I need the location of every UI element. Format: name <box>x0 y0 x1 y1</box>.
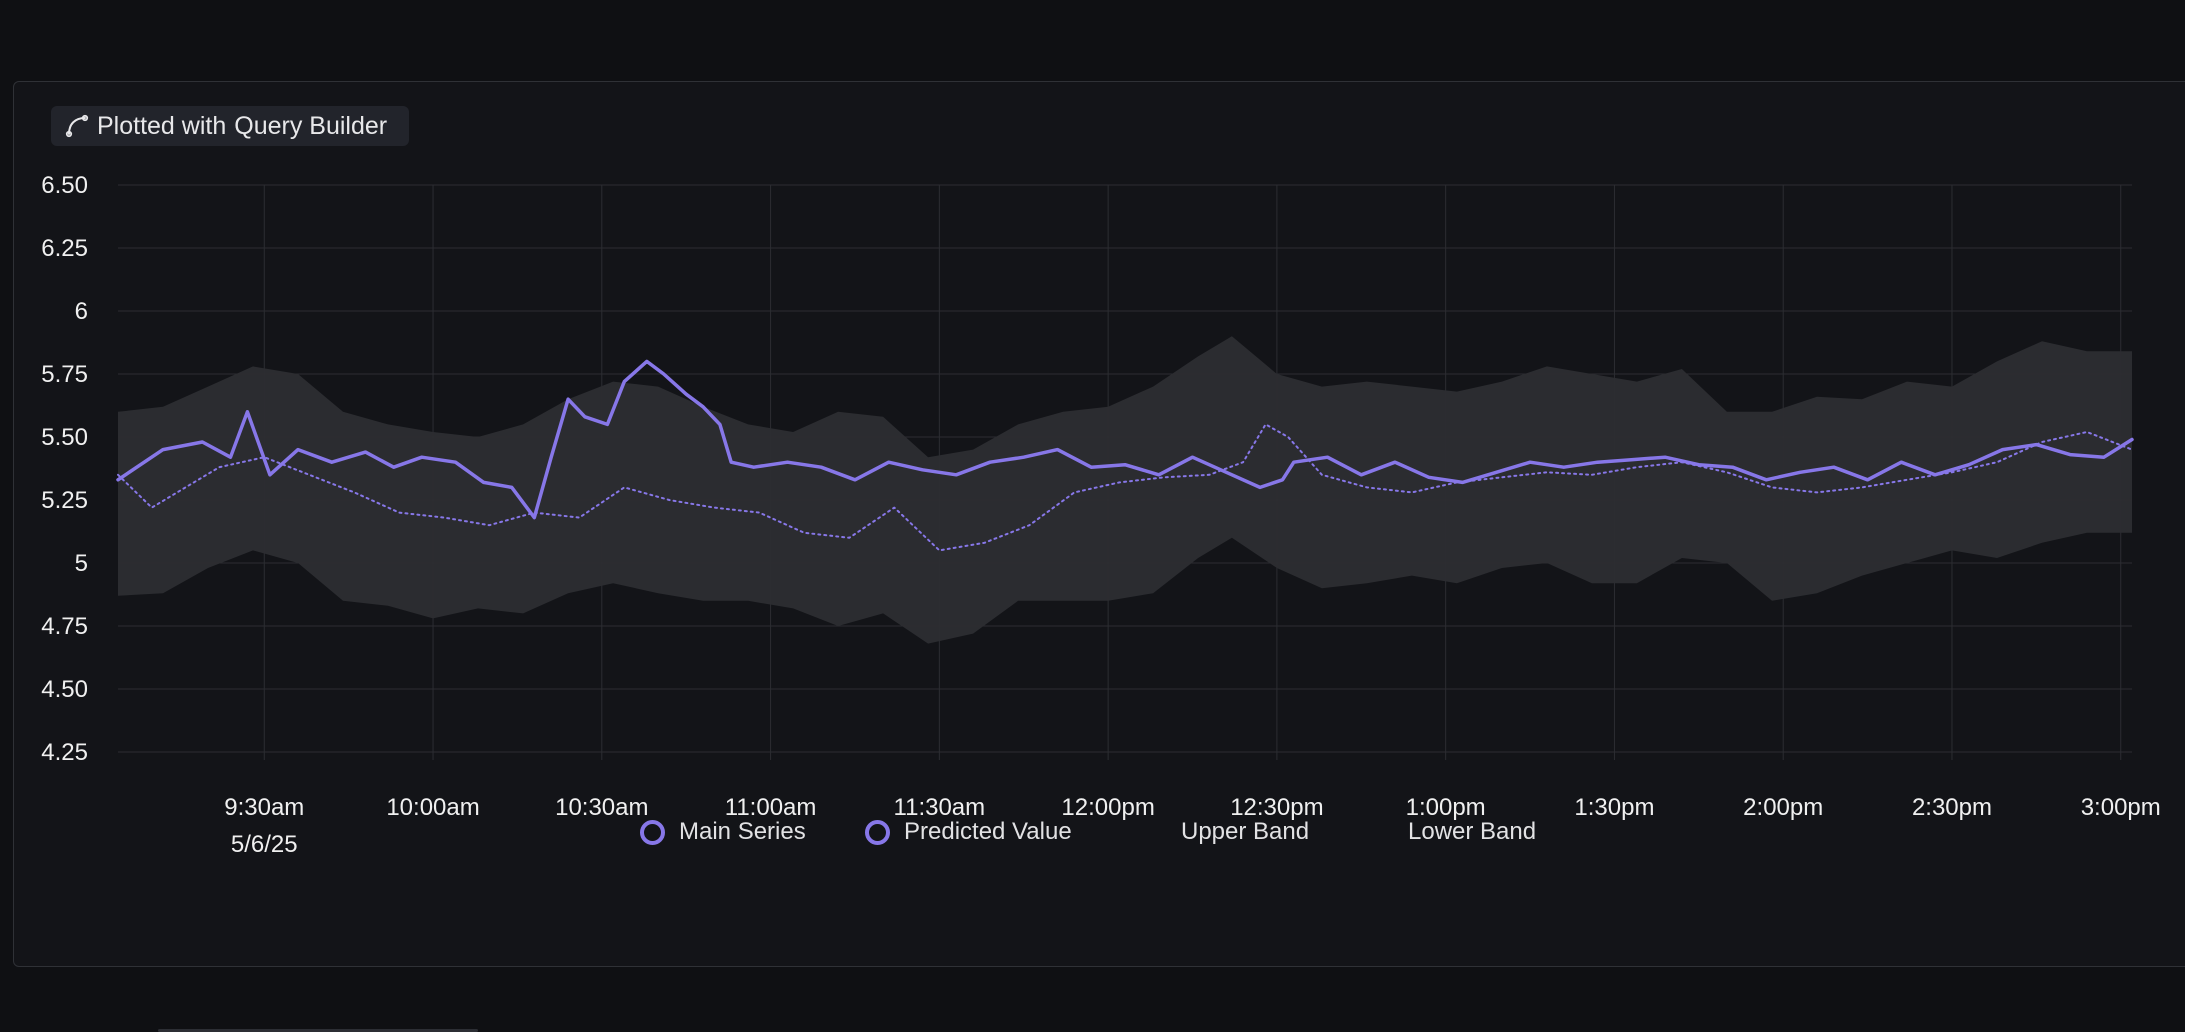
badge-prefix: Plotted with <box>97 111 227 140</box>
x-tick-label: 2:30pm <box>1912 794 1992 821</box>
y-tick-label: 6 <box>75 298 88 325</box>
x-tick-label: 11:00am <box>725 794 817 821</box>
y-tick-label: 5.75 <box>41 361 88 388</box>
legend-item-upper-band[interactable]: Upper Band <box>1181 818 1309 846</box>
legend-circle-icon <box>640 819 665 845</box>
x-axis: 9:30am 10:00am 10:30am 11:00am 11:30am 12:00p… <box>224 794 2161 858</box>
legend-label: Predicted Value <box>904 818 1072 845</box>
y-tick-label: 6.50 <box>41 172 88 199</box>
x-tick-label: 3:00pm <box>2081 794 2161 821</box>
series-lines <box>116 359 2134 552</box>
x-date-label: 5/6/25 <box>231 831 298 858</box>
band-fill <box>118 336 2132 644</box>
band-area <box>118 336 2132 644</box>
y-tick-label: 5 <box>75 550 88 577</box>
query-curve-icon <box>65 114 89 138</box>
x-tick-label: 10:00am <box>386 794 479 821</box>
x-tick-label: 9:30am <box>224 794 304 821</box>
y-tick-label: 4.50 <box>41 676 88 703</box>
x-tick-label: 11:30am <box>894 794 986 821</box>
y-tick-label: 5.50 <box>41 424 88 451</box>
legend-item-lower-band[interactable]: Lower Band <box>1408 818 1536 846</box>
y-tick-label: 4.75 <box>41 613 88 640</box>
x-tick-label: 1:00pm <box>1406 794 1486 821</box>
y-tick-label: 6.25 <box>41 235 88 262</box>
x-tick-label: 12:30pm <box>1230 794 1323 821</box>
y-tick-label: 4.25 <box>41 739 88 766</box>
legend: Main Series Predicted Value Upper Band L… <box>0 818 2185 858</box>
y-axis: 6.50 6.25 6 5.75 5.50 5.25 5 4.75 4.50 4.25 <box>41 172 88 766</box>
legend-label: Upper Band <box>1181 818 1310 845</box>
legend-label: Lower Band <box>1408 818 1537 845</box>
x-tick-label: 1:30pm <box>1574 794 1654 821</box>
legend-item-predicted-value[interactable]: Predicted Value <box>865 818 1072 846</box>
query-builder-badge[interactable]: Plotted with Query Builder <box>51 106 410 146</box>
badge-label: Query Builder <box>234 111 388 140</box>
x-tick-label: 2:00pm <box>1743 794 1823 821</box>
legend-circle-icon <box>865 819 890 845</box>
main-series-line <box>116 359 2134 520</box>
bottom-tab-indicator <box>158 1029 478 1032</box>
legend-item-main-series[interactable]: Main Series <box>640 818 806 846</box>
legend-label: Main Series <box>679 818 806 845</box>
y-tick-label: 5.25 <box>41 487 88 514</box>
predicted-value-line <box>117 423 2133 552</box>
x-tick-label: 12:00pm <box>1061 794 1154 821</box>
x-tick-label: 10:30am <box>555 794 648 821</box>
